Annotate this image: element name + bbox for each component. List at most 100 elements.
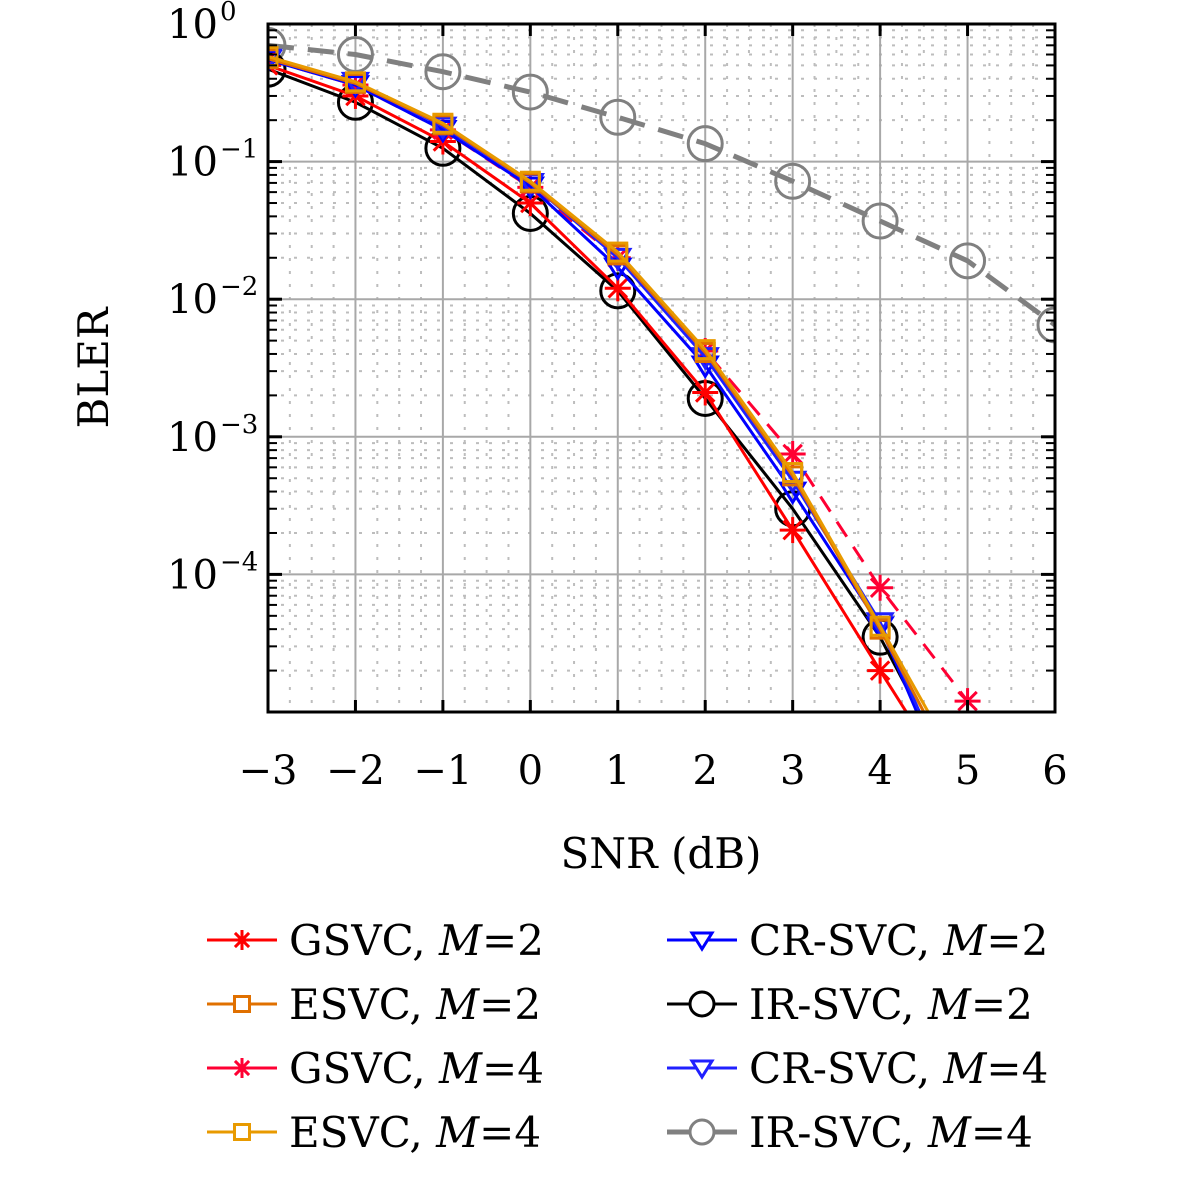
x-tick-label: 3	[780, 748, 805, 794]
x-tick-label: 0	[518, 748, 543, 794]
legend-item: GSVC, M=2	[205, 912, 665, 968]
legend-swatch	[207, 1058, 277, 1078]
legend-m-symbol: M	[943, 915, 987, 965]
series-ir-svc-m4	[268, 26, 1055, 344]
x-tick-label: 1	[605, 748, 630, 794]
data-point	[1036, 306, 1055, 344]
y-tick-label: 10	[167, 415, 218, 461]
legend-marker	[689, 1059, 715, 1080]
data-point	[861, 202, 899, 240]
x-tick-label: 5	[955, 748, 980, 794]
legend-scheme: CR-SVC,	[749, 915, 944, 965]
legend-m-symbol: M	[927, 979, 971, 1029]
legend-scheme: IR-SVC,	[749, 1107, 928, 1157]
legend-swatch	[667, 931, 737, 952]
legend-label: CR-SVC, M=2	[749, 916, 1048, 965]
legend-m-symbol: M	[436, 979, 480, 1029]
x-tick-labels: −3 −2 −1 0 1 2 3 4 5 6	[239, 748, 1068, 794]
series-esvc-m2	[268, 48, 926, 712]
legend: GSVC, M=2 CR-SVC, M=2 ESVC, M=2 IR-SVC, M=2…	[205, 912, 1135, 1160]
legend-scheme: ESVC,	[289, 1107, 437, 1157]
minor-grid	[268, 24, 1055, 712]
legend-marker	[233, 995, 251, 1013]
y-tick-exponent: −3	[220, 410, 258, 440]
legend-m-value: =2	[482, 915, 544, 965]
data-point	[268, 46, 279, 68]
legend-scheme: GSVC,	[289, 1043, 439, 1093]
x-tick-label: −1	[413, 748, 472, 794]
data-point	[268, 50, 287, 88]
legend-label: IR-SVC, M=2	[749, 980, 1033, 1029]
legend-m-value: =2	[479, 979, 542, 1029]
legend-marker	[233, 1123, 251, 1141]
legend-m-symbol: M	[439, 1043, 483, 1093]
legend-swatch	[207, 930, 277, 950]
data-point	[344, 71, 366, 93]
legend-m-symbol: M	[927, 1107, 971, 1157]
y-tick-exponent: 0	[220, 0, 237, 27]
data-point	[779, 517, 806, 544]
legend-m-symbol: M	[439, 915, 483, 965]
legend-scheme: GSVC,	[289, 915, 439, 965]
data-point	[782, 462, 804, 484]
x-tick-label: −2	[326, 748, 385, 794]
data-point	[607, 241, 629, 263]
legend-item: IR-SVC, M=4	[665, 1104, 1135, 1160]
data-point	[599, 272, 637, 310]
data-point	[869, 615, 891, 637]
legend-item: IR-SVC, M=2	[665, 976, 1135, 1032]
legend-m-value: =4	[479, 1107, 542, 1157]
legend-m-value: =4	[970, 1107, 1033, 1157]
legend-marker	[232, 1058, 252, 1078]
legend-label: IR-SVC, M=4	[749, 1108, 1033, 1157]
x-tick-label: −3	[239, 748, 298, 794]
legend-item: ESVC, M=4	[205, 1104, 665, 1160]
x-tick-label: 2	[692, 748, 717, 794]
data-point	[694, 339, 716, 361]
legend-scheme: CR-SVC,	[749, 1043, 944, 1093]
legend-m-value: =2	[970, 979, 1033, 1029]
legend-marker	[688, 1118, 716, 1146]
data-point	[519, 170, 541, 192]
legend-swatch	[667, 990, 737, 1018]
data-point	[692, 379, 719, 406]
data-point	[432, 112, 454, 134]
series-esvc-m4	[268, 46, 930, 712]
series-line	[268, 42, 1055, 327]
major-grid	[267, 23, 1056, 712]
data-point	[599, 98, 637, 136]
y-tick-label: 10	[167, 140, 218, 186]
legend-swatch	[667, 1059, 737, 1080]
data-point	[268, 26, 287, 64]
legend-swatch	[207, 995, 277, 1013]
series-line	[268, 57, 921, 712]
data-point	[867, 574, 894, 601]
axis-ticks	[266, 22, 1057, 712]
legend-item: GSVC, M=4	[205, 1040, 665, 1096]
legend-marker	[688, 990, 716, 1018]
y-axis-title: BLER	[69, 306, 118, 428]
legend-item: CR-SVC, M=2	[665, 912, 1135, 968]
series-gsvc-m2	[268, 52, 908, 712]
y-tick-exponent: −2	[220, 272, 258, 302]
legend-item: ESVC, M=2	[205, 976, 665, 1032]
legend-scheme: ESVC,	[289, 979, 437, 1029]
legend-label: GSVC, M=2	[289, 916, 544, 965]
legend-label: CR-SVC, M=4	[749, 1044, 1048, 1093]
y-tick-label: 10	[167, 2, 218, 48]
legend-m-value: =4	[482, 1043, 544, 1093]
data-point	[949, 242, 987, 280]
data-point	[867, 657, 894, 684]
y-tick-label: 10	[167, 552, 218, 598]
y-tick-exponent: −1	[220, 135, 258, 165]
legend-scheme: IR-SVC,	[749, 979, 928, 1029]
data-point	[511, 73, 549, 111]
legend-marker	[232, 930, 252, 950]
data-point	[779, 440, 806, 467]
data-point	[774, 162, 812, 200]
y-tick-label: 10	[167, 277, 218, 323]
legend-label: ESVC, M=4	[289, 1108, 541, 1157]
y-tick-exponent: −4	[220, 547, 258, 577]
